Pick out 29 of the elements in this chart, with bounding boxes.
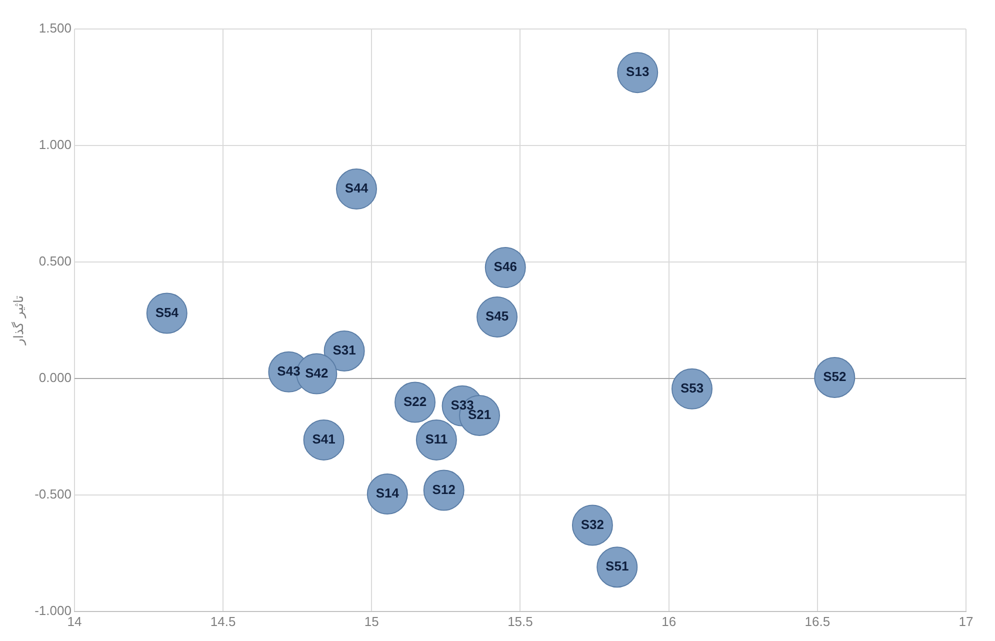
annotation: S11 — [425, 432, 448, 447]
annotation: S32 — [580, 516, 604, 532]
x-tick-label: 15.5 — [508, 614, 533, 629]
x-tick-label: 17 — [958, 614, 974, 629]
annotation: S52 — [823, 369, 846, 384]
annotation: S41 — [312, 432, 336, 447]
annotation: S43 — [277, 363, 300, 378]
y-tick-label: 0.000 — [38, 370, 72, 386]
annotation: S42 — [305, 365, 328, 380]
x-tick-label: 15 — [364, 614, 379, 629]
x-tick-label: 16 — [662, 614, 676, 629]
y-tick-label: 0.500 — [38, 254, 72, 269]
y-tick-label: -0.500 — [34, 486, 72, 502]
annotation: S14 — [376, 486, 400, 501]
annotation: S46 — [494, 259, 517, 274]
annotation: S12 — [432, 482, 456, 497]
annotation: S31 — [332, 342, 356, 358]
annotation: S44 — [344, 180, 369, 196]
y-tick-label: 1.500 — [38, 20, 72, 36]
x-tick-label: 16.5 — [804, 614, 830, 629]
annotation: S53 — [680, 380, 704, 396]
annotation: S22 — [403, 394, 427, 409]
annotation: S51 — [606, 558, 629, 574]
annotation: S13 — [626, 64, 650, 80]
annotation: S54 — [155, 304, 180, 320]
y-axis-title: تاثیر گذار — [11, 295, 28, 346]
annotation: S45 — [485, 308, 509, 324]
x-tick-label: 14.5 — [210, 614, 236, 629]
y-tick-label: 1.000 — [38, 137, 72, 152]
